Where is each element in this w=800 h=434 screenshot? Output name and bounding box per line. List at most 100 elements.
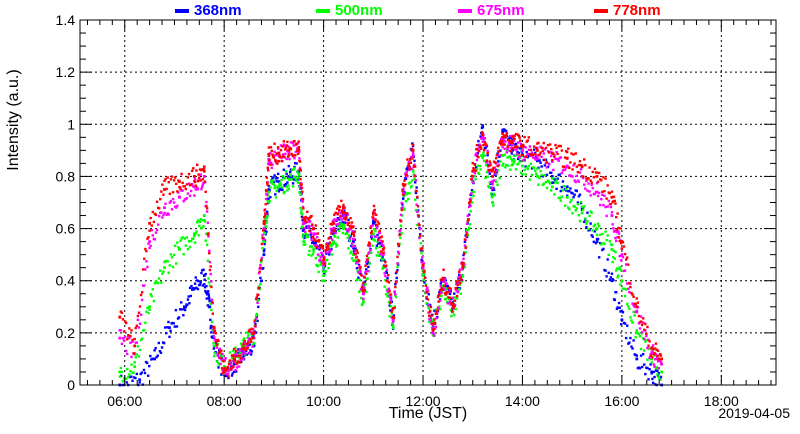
data-point-key (212, 344, 216, 348)
data-point (515, 147, 518, 150)
data-point (287, 154, 290, 157)
data-point (325, 252, 328, 255)
data-point (398, 233, 401, 237)
data-point (267, 184, 271, 188)
data-point (164, 177, 167, 181)
data-point (189, 294, 192, 298)
data-point-key (471, 190, 475, 194)
data-point (532, 166, 536, 170)
data-point-key (287, 175, 291, 178)
data-point (299, 193, 303, 196)
data-point (375, 223, 379, 226)
data-point (603, 189, 606, 193)
data-point-key (361, 289, 365, 293)
data-point-key (610, 248, 614, 251)
data-point (474, 178, 477, 181)
data-point (602, 176, 605, 179)
data-point (277, 190, 281, 193)
data-point (646, 358, 649, 361)
data-point (601, 232, 604, 236)
y-tick-label: 1.4 (56, 12, 76, 28)
data-point (628, 307, 631, 310)
data-point (135, 324, 139, 327)
data-point (297, 149, 301, 152)
data-point (273, 174, 276, 177)
data-point-key (163, 206, 166, 210)
data-point (444, 279, 447, 282)
data-point (343, 221, 347, 224)
data-point (434, 325, 438, 329)
data-point (521, 173, 524, 176)
data-point (435, 312, 438, 316)
data-point (362, 286, 366, 289)
data-point (558, 196, 561, 200)
data-point (342, 217, 346, 220)
data-point (494, 172, 497, 176)
data-point (154, 279, 158, 283)
data-point (168, 201, 172, 204)
data-point (367, 256, 370, 260)
data-point (336, 216, 340, 220)
data-point (143, 284, 146, 287)
data-point (328, 250, 331, 254)
data-point (197, 234, 200, 237)
data-point (313, 239, 317, 243)
data-point (574, 209, 577, 212)
data-point (226, 366, 229, 369)
data-point (274, 193, 277, 196)
data-point (468, 200, 472, 204)
data-point (259, 282, 262, 286)
data-point (202, 167, 205, 171)
data-point (460, 280, 463, 284)
data-point (323, 279, 326, 282)
data-point (559, 189, 563, 193)
data-point (388, 304, 391, 307)
data-point (316, 253, 320, 256)
data-point (261, 236, 264, 240)
data-point (593, 167, 597, 171)
data-point (301, 212, 304, 216)
data-point (129, 375, 133, 378)
data-point (204, 239, 207, 242)
data-point (603, 242, 606, 246)
data-point (472, 194, 475, 197)
data-point (539, 170, 542, 173)
data-point (295, 179, 298, 183)
data-point (611, 223, 614, 226)
data-point (193, 241, 197, 244)
data-point (298, 191, 301, 194)
data-point (279, 183, 283, 187)
data-point (564, 187, 568, 191)
y-tick-label: 0.8 (56, 168, 76, 184)
data-point (349, 252, 352, 255)
data-point (450, 308, 454, 311)
data-point (317, 246, 320, 250)
data-point (274, 160, 278, 164)
data-point (401, 197, 405, 200)
data-point (257, 293, 260, 297)
data-point (482, 159, 486, 163)
data-point (129, 334, 132, 338)
data-point (202, 225, 205, 228)
data-point (417, 222, 420, 226)
data-point (478, 143, 482, 146)
data-point (291, 154, 295, 158)
data-point-key (352, 253, 355, 257)
data-point (438, 293, 441, 296)
data-point-key (267, 154, 271, 157)
data-point (299, 177, 302, 181)
data-point (555, 146, 558, 150)
data-point (543, 158, 547, 162)
data-point (656, 373, 659, 376)
data-point (383, 265, 386, 268)
data-point (502, 140, 505, 144)
data-point (357, 259, 361, 263)
data-point (606, 234, 609, 237)
data-point (126, 352, 129, 356)
legend-swatch (594, 9, 608, 13)
data-point (264, 217, 267, 221)
data-point (509, 136, 513, 140)
data-point (360, 273, 363, 277)
data-point (377, 222, 381, 225)
data-point (509, 168, 512, 171)
